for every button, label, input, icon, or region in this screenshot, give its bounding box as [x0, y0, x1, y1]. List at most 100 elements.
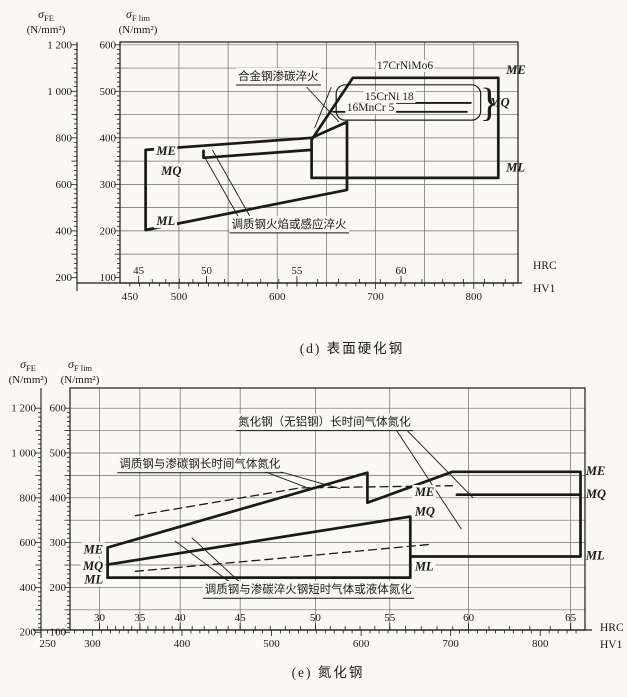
label-ML: ML: [585, 549, 605, 563]
label-MQ: MQ: [489, 95, 510, 109]
label-ME: ME: [153, 143, 178, 158]
svg-text:调质钢与渗碳淬火钢短时气体或液体氮化: 调质钢与渗碳淬火钢短时气体或液体氮化: [205, 582, 412, 596]
svg-text:(N/mm²): (N/mm²): [27, 24, 66, 36]
svg-text:100: 100: [50, 627, 67, 639]
gridlines: [120, 42, 518, 283]
annotation: 调质钢与渗碳淬火钢短时气体或液体氮化: [174, 537, 415, 599]
svg-text:400: 400: [174, 638, 191, 650]
svg-text:600: 600: [20, 537, 37, 549]
svg-text:60: 60: [463, 612, 475, 624]
label-ME: ME: [505, 63, 525, 77]
label-ML: ML: [153, 214, 177, 229]
axis-headers: σFE(N/mm²)σF lim(N/mm²): [9, 357, 100, 386]
svg-text:调质钢与渗碳钢长时间气体氮化: 调质钢与渗碳钢长时间气体氮化: [119, 457, 280, 471]
svg-text:40: 40: [175, 612, 187, 624]
svg-text:600: 600: [56, 179, 73, 191]
svg-text:1 000: 1 000: [11, 447, 36, 459]
svg-text:400: 400: [50, 492, 67, 504]
svg-text:45: 45: [133, 265, 145, 277]
svg-text:50: 50: [310, 612, 322, 624]
svg-text:σF lim: σF lim: [68, 357, 92, 373]
svg-text:50: 50: [201, 265, 213, 277]
label-ME: ME: [585, 464, 605, 478]
svg-text:300: 300: [50, 537, 67, 549]
axis-headers: σFE(N/mm²)σF lim(N/mm²): [27, 7, 158, 36]
svg-text:氮化钢（无铝钢）长时间气体氮化: 氮化钢（无铝钢）长时间气体氮化: [238, 415, 411, 429]
svg-text:调质钢火焰或感应淬火: 调质钢火焰或感应淬火: [232, 217, 347, 231]
svg-text:800: 800: [20, 492, 37, 504]
sigma-flim-ruler: [64, 407, 70, 633]
svg-text:600: 600: [353, 638, 370, 650]
svg-text:200: 200: [20, 627, 37, 639]
svg-text:65: 65: [565, 612, 577, 624]
series-short-time-band: [106, 515, 412, 579]
svg-text:450: 450: [122, 291, 139, 303]
series-nitriding-steel-band: [408, 470, 582, 558]
sigma-fe-ruler: [71, 42, 78, 291]
svg-text:MQ: MQ: [585, 487, 606, 501]
label-16MnCr 5: 16MnCr 5: [345, 102, 397, 115]
series-carburized-alloy-region: [310, 76, 500, 180]
svg-text:ML: ML: [83, 572, 103, 586]
svg-text:17CrNiMo6: 17CrNiMo6: [377, 60, 433, 72]
svg-text:30: 30: [94, 612, 106, 624]
svg-text:1 000: 1 000: [47, 86, 72, 98]
hardness-axis: [33, 623, 592, 636]
svg-text:MQ: MQ: [414, 505, 435, 519]
hardness-axis: [77, 276, 522, 289]
annotation: 调质钢火焰或感应淬火: [203, 149, 350, 234]
svg-text:250: 250: [39, 638, 56, 650]
svg-text:ME: ME: [83, 542, 103, 556]
caption-surface-hardened-steel: (d) 表面硬化钢: [299, 341, 405, 356]
svg-text:1 200: 1 200: [11, 403, 36, 415]
series-long-time-gas-upper-dashed: [134, 485, 454, 517]
svg-text:σF lim: σF lim: [126, 7, 150, 23]
svg-text:35: 35: [134, 612, 146, 624]
mq-steels-lasso: [335, 84, 482, 121]
svg-text:16MnCr 5: 16MnCr 5: [347, 102, 395, 114]
svg-text:400: 400: [56, 225, 73, 237]
svg-text:500: 500: [100, 86, 117, 98]
label-ML: ML: [505, 161, 525, 175]
svg-text:300: 300: [100, 179, 117, 191]
svg-text:ME: ME: [155, 144, 175, 158]
sigma-flim-ruler: [114, 44, 120, 278]
label-15CrNi 18: 15CrNi 18: [363, 90, 416, 103]
svg-text:800: 800: [466, 291, 483, 303]
svg-text:ML: ML: [155, 214, 175, 228]
svg-text:700: 700: [367, 291, 384, 303]
label-ME: ME: [412, 484, 436, 499]
mq-brace: }: [480, 79, 499, 124]
svg-text:200: 200: [56, 272, 73, 284]
svg-text:600: 600: [50, 403, 67, 415]
sigma-fe-ruler: [35, 388, 42, 638]
svg-text:55: 55: [384, 612, 396, 624]
svg-text:200: 200: [100, 225, 117, 237]
svg-text:600: 600: [269, 291, 286, 303]
label-MQ: MQ: [80, 558, 105, 573]
annotation: 调质钢与渗碳钢长时间气体氮化: [117, 455, 341, 490]
svg-text:(N/mm²): (N/mm²): [119, 24, 158, 36]
svg-text:(N/mm²): (N/mm²): [9, 374, 48, 386]
svg-text:ML: ML: [505, 161, 525, 175]
series-qt-flame-induction-region: [144, 120, 349, 232]
svg-text:1 200: 1 200: [47, 39, 72, 51]
label-17CrNiMo6: 17CrNiMo6: [375, 59, 435, 72]
svg-text:400: 400: [100, 132, 117, 144]
svg-text:HRC: HRC: [600, 622, 624, 634]
svg-text:MQ: MQ: [489, 95, 510, 109]
svg-text:MQ: MQ: [82, 559, 103, 573]
svg-text:100: 100: [100, 272, 117, 284]
svg-text:200: 200: [50, 582, 67, 594]
svg-text:500: 500: [263, 638, 280, 650]
svg-text:ML: ML: [414, 559, 434, 573]
svg-text:800: 800: [532, 638, 549, 650]
svg-text:合金钢渗碳淬火: 合金钢渗碳淬火: [238, 69, 319, 83]
svg-text:HRC: HRC: [533, 260, 557, 272]
svg-text:55: 55: [291, 265, 303, 277]
series-qt-mq-line: [202, 148, 313, 160]
chart-d: 1 200 1 000 800 600 400 200 600 500 400 300 200 100…: [27, 7, 557, 303]
svg-text:500: 500: [171, 291, 188, 303]
label-ME: ME: [81, 542, 105, 557]
